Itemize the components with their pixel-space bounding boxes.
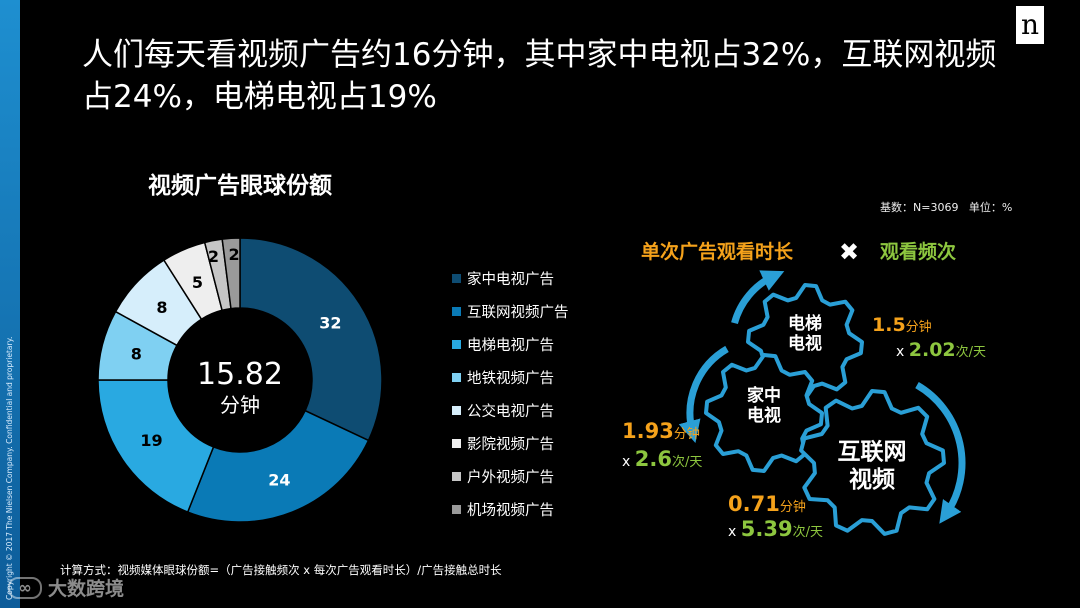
legend-item: 户外视频广告 bbox=[452, 460, 569, 493]
donut-slice-label-3: 8 bbox=[131, 344, 142, 363]
donut-slice-label-5: 5 bbox=[192, 273, 203, 292]
copyright-text: Copyright © 2017 The Nielsen Company. Co… bbox=[5, 336, 14, 600]
gear-label-line1: 互联网 bbox=[838, 439, 907, 465]
side-accent-bar bbox=[0, 0, 20, 608]
gear-label-line2: 电视 bbox=[788, 333, 822, 354]
frequency-value: 2.6 bbox=[635, 447, 672, 471]
frequency-unit: 次/天 bbox=[956, 344, 986, 360]
legend-swatch bbox=[452, 274, 461, 283]
frequency-stat: x 2.02次/天 bbox=[896, 339, 986, 361]
donut-center-unit: 分钟 bbox=[220, 393, 260, 417]
gear-arrow-internet bbox=[915, 382, 966, 524]
legend-label: 影院视频广告 bbox=[467, 437, 554, 453]
frequency-stat: x 5.39次/天 bbox=[728, 517, 823, 541]
frequency-stat: x 2.6次/天 bbox=[622, 447, 702, 471]
gear-1 bbox=[704, 353, 824, 473]
headline: 人们每天看视频广告约16分钟，其中家中电视占32%，互联网视频占24%，电梯电视… bbox=[82, 37, 997, 115]
gear-label-line1: 电梯 bbox=[788, 313, 822, 334]
legend-item: 电梯电视广告 bbox=[452, 328, 569, 361]
legend-label: 电梯电视广告 bbox=[467, 338, 554, 354]
gear-label-line2: 电视 bbox=[747, 405, 781, 426]
duration-stat: 1.93分钟 bbox=[622, 419, 700, 443]
frequency-header: 观看频次 bbox=[880, 240, 956, 263]
chart-legend: 家中电视广告 互联网视频广告 电梯电视广告 地铁视频广告 公交电视广告 影院视频广告 户外视… bbox=[452, 262, 569, 526]
duration-stat: 0.71分钟 bbox=[728, 492, 806, 516]
chart-title: 视频广告眼球份额 bbox=[148, 173, 332, 199]
donut-slice-0 bbox=[239, 237, 383, 442]
duration-value: 1.93 bbox=[622, 419, 674, 443]
donut-slice-7 bbox=[221, 237, 241, 310]
duration-unit: 分钟 bbox=[780, 499, 806, 515]
duration-header: 单次广告观看时长 bbox=[641, 240, 794, 263]
duration-stat: 1.5分钟 bbox=[872, 314, 932, 336]
gear-2 bbox=[799, 389, 946, 536]
formula-note: 计算方式：视频媒体眼球份额=（广告接触频次 x 每次广告观看时长）/广告接触总时… bbox=[60, 563, 502, 577]
frequency-value: 5.39 bbox=[741, 517, 793, 541]
donut-slice-label-6: 2 bbox=[208, 247, 219, 266]
gear-label-line2: 视频 bbox=[849, 466, 895, 493]
frequency-unit: 次/天 bbox=[672, 454, 702, 470]
duration-unit: 分钟 bbox=[906, 319, 932, 335]
legend-item: 影院视频广告 bbox=[452, 427, 569, 460]
multiply-icon: ✖ bbox=[839, 238, 859, 266]
gear-arrow-elevator bbox=[731, 270, 785, 325]
base-note: 基数：N=3069 单位：% bbox=[880, 201, 1013, 214]
legend-swatch bbox=[452, 373, 461, 382]
duration-value: 1.5 bbox=[872, 314, 906, 336]
duration-value: 0.71 bbox=[728, 492, 780, 516]
nielsen-logo: n bbox=[1016, 6, 1044, 44]
legend-swatch bbox=[452, 340, 461, 349]
duration-unit: 分钟 bbox=[674, 426, 700, 442]
legend-label: 机场视频广告 bbox=[467, 503, 554, 519]
legend-label: 家中电视广告 bbox=[467, 272, 554, 288]
legend-label: 地铁视频广告 bbox=[467, 371, 554, 387]
legend-label: 公交电视广告 bbox=[467, 404, 554, 420]
legend-item: 互联网视频广告 bbox=[452, 295, 569, 328]
legend-swatch bbox=[452, 406, 461, 415]
donut-slice-1 bbox=[186, 409, 370, 523]
legend-label: 互联网视频广告 bbox=[467, 305, 569, 321]
frequency-value: 2.02 bbox=[909, 339, 956, 361]
donut-slice-label-4: 8 bbox=[156, 298, 167, 317]
legend-item: 公交电视广告 bbox=[452, 394, 569, 427]
donut-center-value: 15.82 bbox=[197, 357, 283, 392]
legend-item: 地铁视频广告 bbox=[452, 361, 569, 394]
multiply-x: x bbox=[622, 454, 635, 470]
multiply-x: x bbox=[896, 344, 909, 360]
watermark-icon: ∞ bbox=[8, 576, 42, 599]
multiply-x: x bbox=[728, 524, 741, 540]
legend-item: 机场视频广告 bbox=[452, 493, 569, 526]
legend-item: 家中电视广告 bbox=[452, 262, 569, 295]
gear-label-line1: 家中 bbox=[747, 385, 781, 406]
donut-slice-2 bbox=[97, 379, 215, 514]
frequency-unit: 次/天 bbox=[793, 524, 823, 540]
donut-slice-label-0: 32 bbox=[319, 314, 341, 333]
legend-label: 户外视频广告 bbox=[467, 470, 554, 486]
donut-slice-label-1: 24 bbox=[268, 470, 290, 489]
legend-swatch bbox=[452, 307, 461, 316]
legend-swatch bbox=[452, 505, 461, 514]
gear-arrow-home bbox=[678, 345, 729, 443]
watermark-text: 大数跨境 bbox=[48, 578, 125, 600]
watermark: ∞ 大数跨境 bbox=[8, 574, 124, 601]
legend-swatch bbox=[452, 472, 461, 481]
legend-swatch bbox=[452, 439, 461, 448]
donut-slice-label-2: 19 bbox=[140, 431, 162, 450]
donut-slice-label-7: 2 bbox=[229, 245, 240, 264]
